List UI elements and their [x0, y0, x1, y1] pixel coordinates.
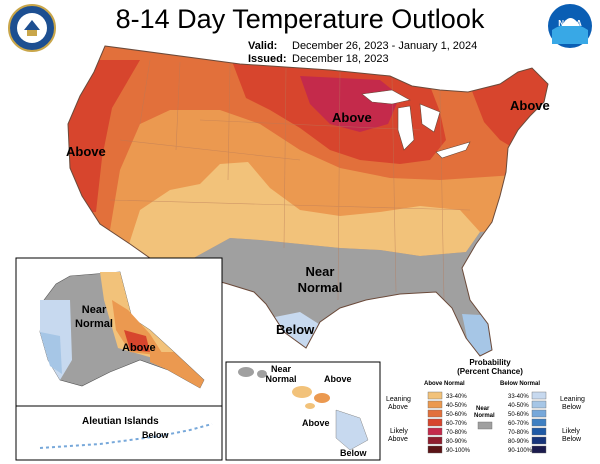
- legend-leaning-above-2: Above: [388, 404, 408, 411]
- conus-outline: [67, 45, 549, 357]
- legend-label-below-4: 70-80%: [508, 430, 529, 436]
- noaa-logo-icon: NOAA: [548, 4, 592, 48]
- label-aleutian-title: Aleutian Islands: [82, 416, 159, 427]
- valid-value: December 26, 2023 - January 1, 2024: [292, 40, 478, 52]
- hawaii-inset: [225, 361, 381, 461]
- aleutian-inset: [15, 405, 223, 461]
- legend-label-below-1: 40-50%: [508, 403, 529, 409]
- label-hawaii-above-1: Above: [324, 374, 352, 384]
- label-hawaii-below: Below: [340, 448, 367, 458]
- legend-title-1: Probability: [469, 358, 511, 367]
- legend-swatch-above-5: [427, 436, 443, 445]
- legend-label-below-5: 80-90%: [508, 439, 529, 445]
- legend-swatch-below-5: [531, 436, 547, 445]
- legend-label-below-2: 50-60%: [508, 412, 529, 418]
- legend-leaning-below-2: Below: [562, 404, 582, 411]
- region-above-60-70-west: [68, 60, 140, 212]
- legend-swatch-below-3: [531, 418, 547, 427]
- legend-label-above-5: 80-90%: [446, 439, 467, 445]
- legend-title-2: (Percent Chance): [457, 367, 523, 376]
- label-northeast-above: Above: [510, 98, 550, 113]
- region-above-33-40: [120, 162, 480, 276]
- legend-near-normal-2: Normal: [474, 413, 495, 419]
- legend-swatch-near-normal: [477, 421, 493, 430]
- legend-swatch-below-0: [531, 391, 547, 400]
- legend-label-above-4: 70-80%: [446, 430, 467, 436]
- legend-label-above-1: 40-50%: [446, 403, 467, 409]
- legend-swatch-below-4: [531, 427, 547, 436]
- legend-swatch-above-2: [427, 409, 443, 418]
- lake-michigan: [397, 105, 415, 151]
- legend-swatch-below-1: [531, 400, 547, 409]
- label-west-above: Above: [66, 144, 106, 159]
- legend-leaning-above-1: Leaning: [386, 396, 411, 403]
- label-hawaii-normal: Normal: [265, 374, 297, 384]
- legend-swatch-below-2: [531, 409, 547, 418]
- label-alaska-normal: Normal: [75, 318, 113, 330]
- legend-label-above-6: 90-100%: [446, 448, 471, 454]
- legend-below-header: Below Normal: [500, 381, 541, 387]
- state-boundaries: [109, 59, 471, 301]
- issued-label: Issued:: [248, 53, 287, 65]
- noaa-logo-text: NOAA: [558, 19, 582, 28]
- region-below-florida: [462, 314, 500, 356]
- legend-swatch-above-6: [427, 445, 443, 454]
- legend-likely-above-1: Likely: [390, 428, 408, 435]
- legend-leaning-below-1: Leaning: [560, 396, 585, 403]
- legend-label-below-0: 33-40%: [508, 394, 529, 400]
- legend-label-below-3: 60-70%: [508, 421, 529, 427]
- legend-swatch-above-3: [427, 418, 443, 427]
- legend-swatch-above-4: [427, 427, 443, 436]
- legend-likely-below-1: Likely: [562, 428, 580, 435]
- label-alaska-above: Above: [122, 342, 156, 354]
- issued-value: December 18, 2023: [292, 53, 389, 65]
- legend-swatch-above-0: [427, 391, 443, 400]
- valid-label: Valid:: [248, 40, 278, 52]
- legend-likely-above-2: Above: [388, 436, 408, 443]
- lake-superior: [361, 89, 411, 105]
- legend-likely-below-2: Below: [562, 436, 582, 443]
- legend-label-above-3: 60-70%: [446, 421, 467, 427]
- legend-near-normal-1: Near: [476, 406, 490, 412]
- legend-label-below-6: 90-100%: [508, 448, 533, 454]
- label-hawaii-near: Near: [270, 364, 291, 374]
- issued-line: Issued: December 18, 2023: [248, 53, 389, 65]
- page-title: 8-14 Day Temperature Outlook: [115, 4, 485, 34]
- legend: 33-40% 40-50% 50-60% 60-70% 70-80% 80-90% 90-1…: [427, 391, 547, 454]
- alaska-inset: [15, 257, 223, 407]
- legend-label-above-0: 33-40%: [446, 394, 467, 400]
- label-alaska-near: Near: [81, 304, 107, 316]
- legend-above-header: Above Normal: [424, 381, 465, 387]
- label-south-normal: Normal: [297, 280, 343, 295]
- legend-label-above-2: 50-60%: [446, 412, 467, 418]
- label-south-near: Near: [305, 264, 335, 279]
- lake-huron: [419, 103, 441, 133]
- legend-swatch-below-6: [531, 445, 547, 454]
- lake-erie: [435, 141, 471, 159]
- label-aleutian-below: Below: [142, 430, 169, 440]
- legend-swatch-above-1: [427, 400, 443, 409]
- region-above-70-80: [300, 76, 400, 132]
- label-texas-below: Below: [276, 322, 315, 337]
- valid-line: Valid: December 26, 2023 - January 1, 202…: [248, 40, 477, 52]
- label-hawaii-above-2: Above: [302, 418, 330, 428]
- label-great-lakes-above: Above: [332, 110, 372, 125]
- commerce-seal-icon: [8, 4, 56, 52]
